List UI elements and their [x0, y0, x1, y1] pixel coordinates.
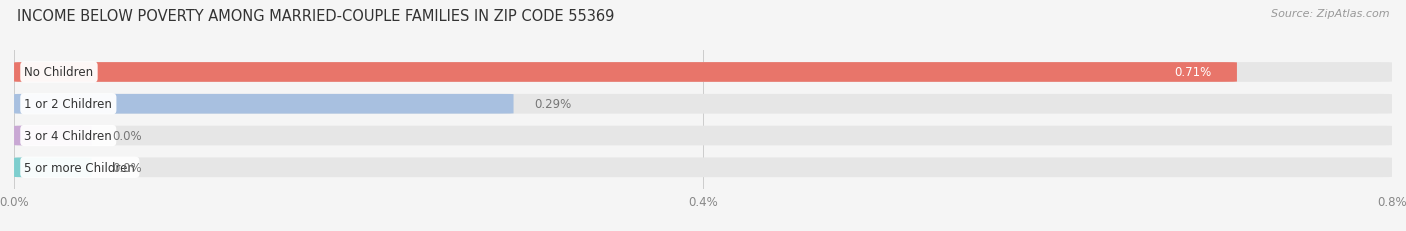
FancyBboxPatch shape [14, 94, 513, 114]
Text: 0.29%: 0.29% [534, 98, 571, 111]
Text: 1 or 2 Children: 1 or 2 Children [24, 98, 112, 111]
FancyBboxPatch shape [14, 158, 91, 177]
FancyBboxPatch shape [14, 63, 1392, 82]
Text: 0.0%: 0.0% [112, 129, 142, 143]
Text: 5 or more Children: 5 or more Children [24, 161, 135, 174]
Text: Source: ZipAtlas.com: Source: ZipAtlas.com [1271, 9, 1389, 19]
FancyBboxPatch shape [14, 158, 1392, 177]
Text: 0.71%: 0.71% [1174, 66, 1211, 79]
FancyBboxPatch shape [14, 94, 1392, 114]
FancyBboxPatch shape [14, 126, 91, 146]
Text: No Children: No Children [24, 66, 94, 79]
Text: 3 or 4 Children: 3 or 4 Children [24, 129, 112, 143]
Text: INCOME BELOW POVERTY AMONG MARRIED-COUPLE FAMILIES IN ZIP CODE 55369: INCOME BELOW POVERTY AMONG MARRIED-COUPL… [17, 9, 614, 24]
FancyBboxPatch shape [14, 126, 1392, 146]
FancyBboxPatch shape [14, 63, 1237, 82]
Text: 0.0%: 0.0% [112, 161, 142, 174]
